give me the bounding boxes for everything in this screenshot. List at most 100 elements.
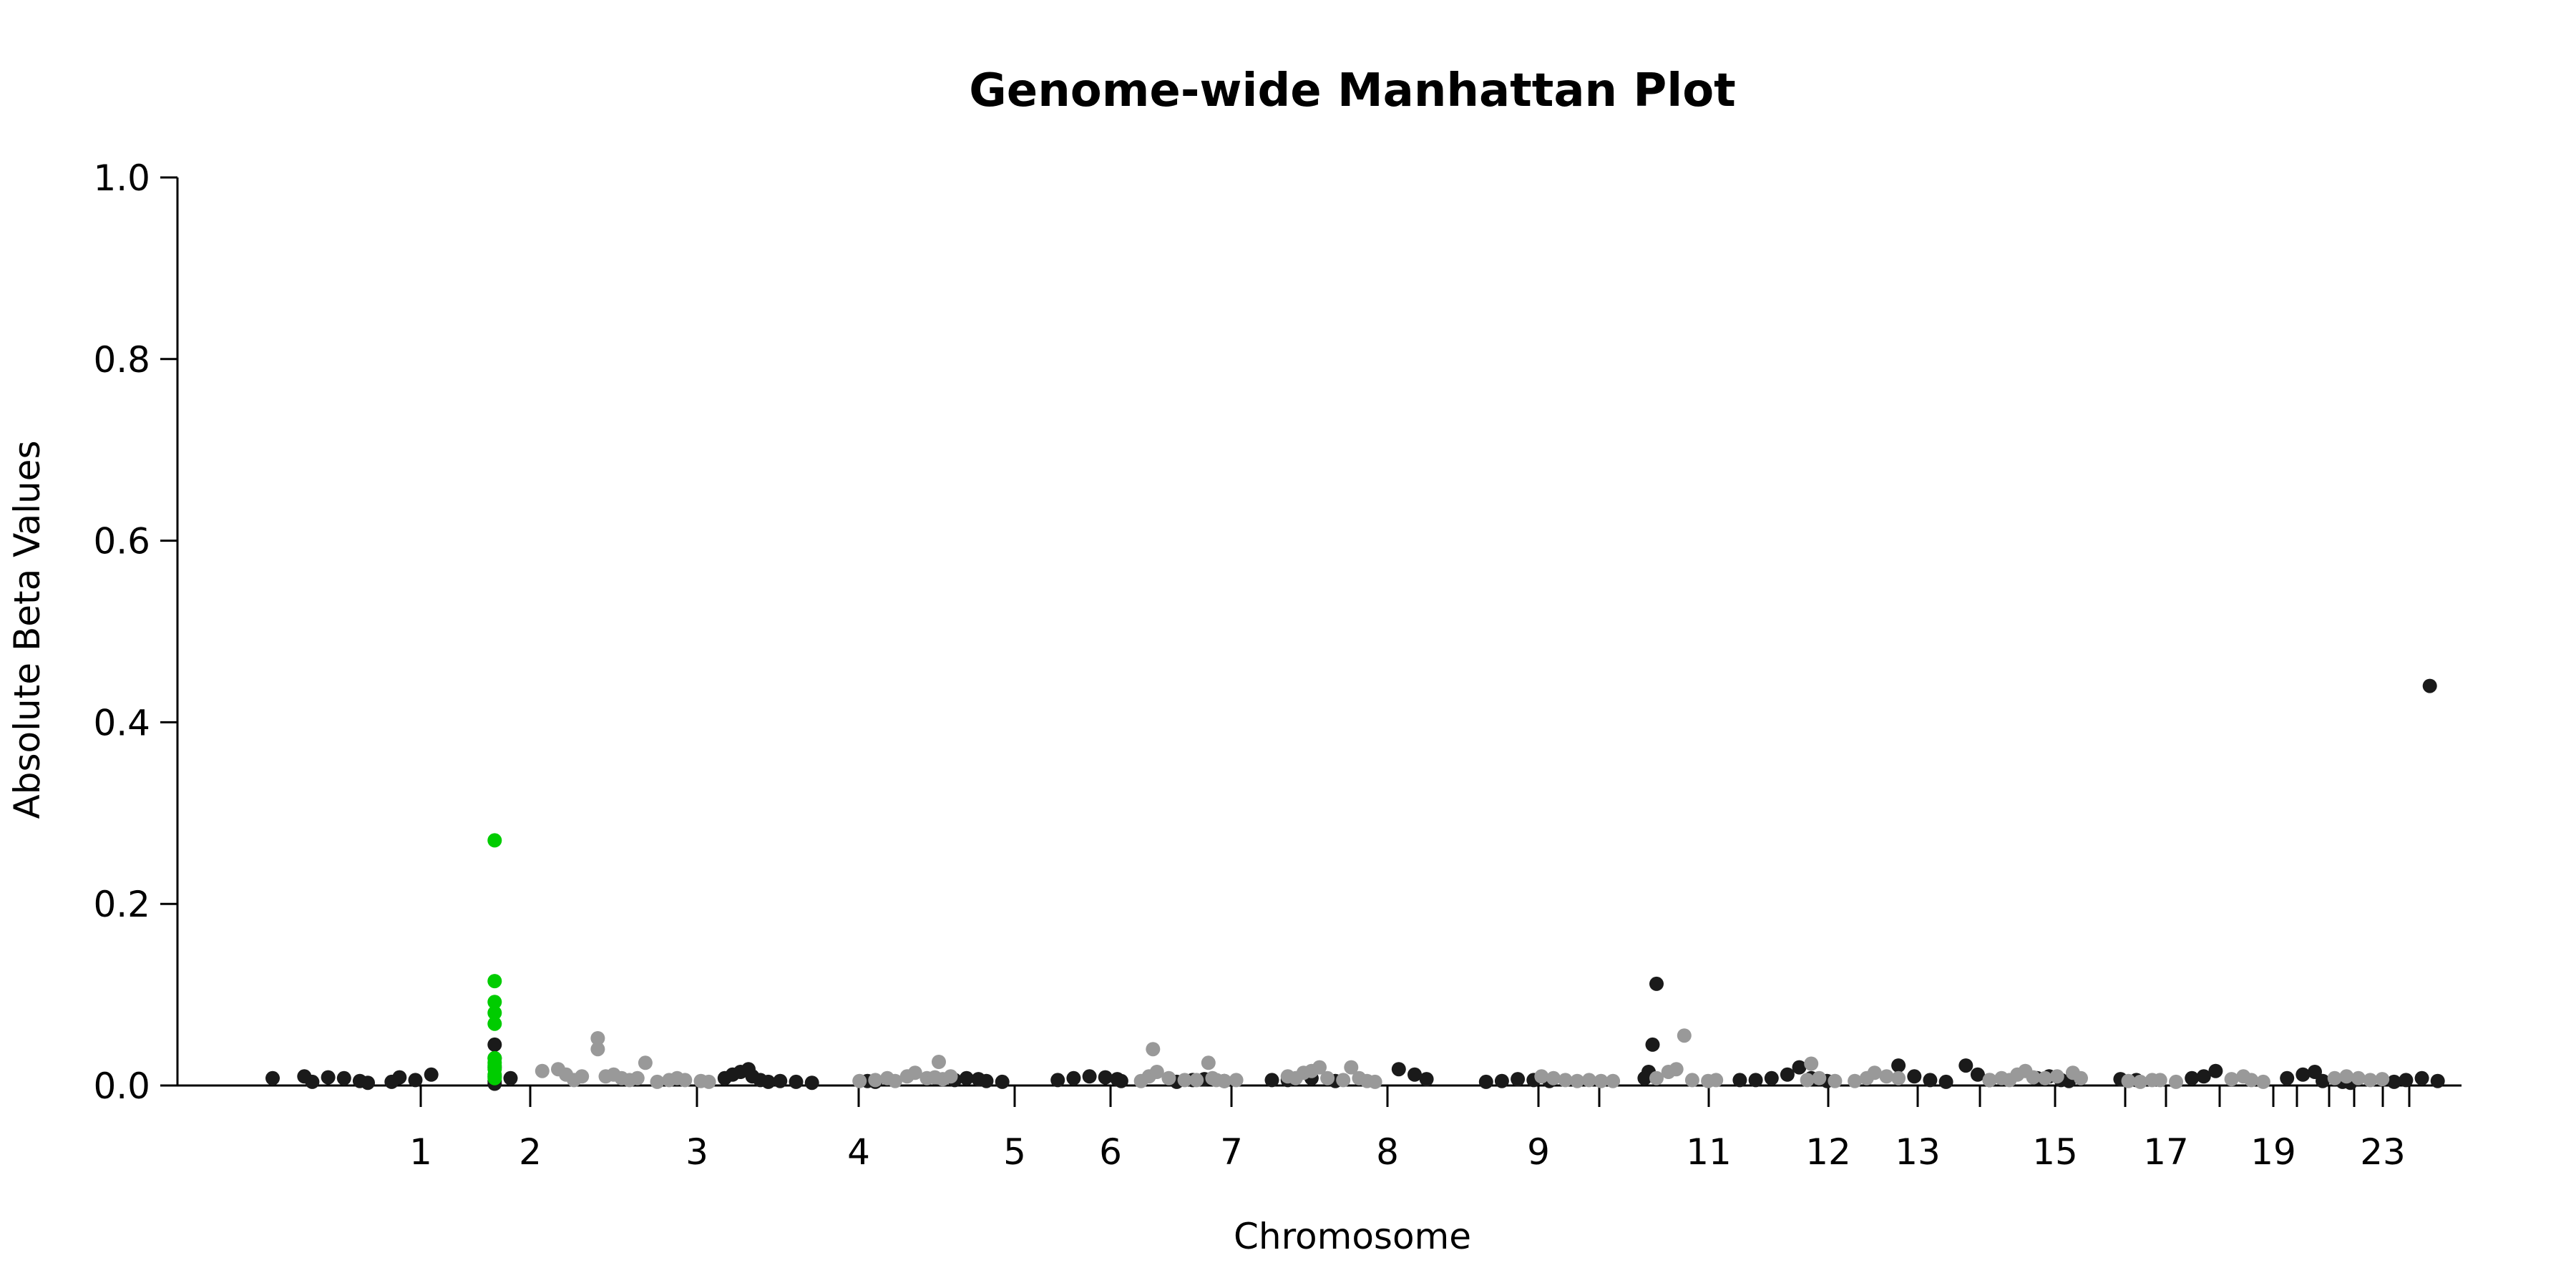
data-point bbox=[424, 1067, 439, 1082]
data-point bbox=[2296, 1067, 2311, 1082]
data-point bbox=[1312, 1060, 1327, 1075]
data-point bbox=[1800, 1073, 1815, 1088]
data-point bbox=[1066, 1070, 1081, 1085]
data-point bbox=[2414, 1070, 2429, 1085]
data-point bbox=[1669, 1062, 1684, 1077]
data-point bbox=[487, 974, 502, 989]
data-point bbox=[1594, 1073, 1609, 1088]
data-point bbox=[2224, 1072, 2239, 1087]
data-point bbox=[1391, 1062, 1406, 1077]
data-point bbox=[321, 1070, 336, 1085]
data-point bbox=[1336, 1073, 1351, 1088]
x-axis-label: Chromosome bbox=[1234, 1216, 1471, 1257]
data-point bbox=[2196, 1069, 2211, 1084]
data-point bbox=[1709, 1073, 1724, 1088]
data-point bbox=[336, 1070, 351, 1085]
y-tick-label: 0.6 bbox=[93, 521, 150, 562]
data-point bbox=[1511, 1072, 1526, 1087]
data-point bbox=[487, 1005, 502, 1020]
data-point bbox=[868, 1073, 883, 1088]
data-point bbox=[1907, 1069, 1922, 1084]
x-tick-label: 7 bbox=[1220, 1131, 1243, 1173]
data-point bbox=[773, 1073, 788, 1088]
data-point bbox=[1764, 1070, 1779, 1085]
data-point bbox=[2185, 1070, 2200, 1085]
x-tick-label: 3 bbox=[686, 1131, 708, 1173]
data-point bbox=[361, 1075, 375, 1091]
data-point bbox=[2208, 1063, 2223, 1078]
data-point bbox=[650, 1074, 665, 1089]
data-point bbox=[1891, 1058, 1906, 1073]
x-tick-label: 2 bbox=[519, 1131, 542, 1173]
data-point bbox=[305, 1074, 320, 1089]
data-point bbox=[888, 1073, 902, 1088]
data-point bbox=[1546, 1070, 1561, 1085]
data-point bbox=[2327, 1070, 2342, 1085]
x-tick-label: 4 bbox=[847, 1131, 870, 1173]
data-point bbox=[638, 1055, 653, 1070]
y-axis: 0.0 0.2 0.4 0.6 0.8 1.0 bbox=[93, 157, 179, 1107]
data-point bbox=[1812, 1070, 1827, 1085]
x-tick-label: 11 bbox=[1686, 1131, 1732, 1173]
x-tick-label: 12 bbox=[1805, 1131, 1851, 1173]
data-point bbox=[678, 1073, 693, 1088]
data-point bbox=[590, 1042, 605, 1057]
data-point bbox=[804, 1075, 819, 1091]
data-point bbox=[1344, 1060, 1359, 1075]
data-point bbox=[487, 1016, 502, 1031]
data-point bbox=[630, 1070, 645, 1085]
data-point bbox=[1848, 1073, 1863, 1088]
data-point bbox=[1732, 1073, 1747, 1088]
data-point bbox=[1149, 1065, 1164, 1079]
data-point bbox=[2316, 1073, 2330, 1088]
data-point bbox=[1649, 976, 1664, 991]
x-tick-label: 15 bbox=[2032, 1131, 2078, 1173]
x-tick-label: 13 bbox=[1895, 1131, 1941, 1173]
data-point bbox=[1748, 1073, 1763, 1088]
data-point bbox=[1229, 1073, 1244, 1088]
x-tick-label: 8 bbox=[1376, 1131, 1399, 1173]
x-axis: 1 2 3 4 5 6 7 8 9 11 12 13 15 17 19 23 bbox=[177, 1084, 2462, 1173]
data-point bbox=[701, 1074, 716, 1089]
data-point bbox=[1570, 1073, 1585, 1088]
y-tick-label: 0.2 bbox=[93, 884, 150, 925]
y-tick-label: 0.0 bbox=[93, 1065, 150, 1107]
data-point bbox=[1684, 1073, 1699, 1088]
y-axis-label: Absolute Beta Values bbox=[6, 441, 48, 819]
data-point bbox=[1828, 1073, 1843, 1088]
data-point bbox=[1534, 1069, 1549, 1084]
data-point bbox=[1320, 1070, 1335, 1085]
data-point bbox=[789, 1074, 804, 1089]
data-point bbox=[1082, 1069, 1097, 1084]
data-point bbox=[1606, 1073, 1621, 1088]
data-point bbox=[1367, 1074, 1382, 1089]
data-point bbox=[943, 1069, 958, 1084]
data-point bbox=[2339, 1069, 2354, 1084]
data-point bbox=[761, 1074, 776, 1089]
data-point bbox=[1161, 1070, 1176, 1085]
data-point bbox=[2375, 1072, 2390, 1087]
data-point bbox=[2038, 1070, 2053, 1085]
data-point bbox=[2280, 1070, 2295, 1085]
data-point bbox=[487, 995, 502, 1010]
data-point bbox=[907, 1065, 922, 1080]
data-point bbox=[392, 1070, 407, 1085]
data-point bbox=[2121, 1073, 2136, 1088]
data-point bbox=[932, 1055, 946, 1069]
y-tick-label: 0.8 bbox=[93, 339, 150, 381]
data-point bbox=[1558, 1073, 1573, 1088]
data-point bbox=[1264, 1073, 1279, 1088]
data-point bbox=[2049, 1069, 2064, 1084]
data-point bbox=[1891, 1070, 1906, 1085]
data-point bbox=[2430, 1073, 2445, 1088]
data-point bbox=[2133, 1074, 2148, 1089]
x-tick-label: 23 bbox=[2360, 1131, 2406, 1173]
data-point bbox=[1923, 1073, 1938, 1088]
data-point bbox=[1146, 1042, 1161, 1057]
data-point bbox=[1982, 1073, 1997, 1088]
data-point bbox=[1677, 1028, 1692, 1043]
data-point bbox=[2363, 1073, 2378, 1088]
data-point bbox=[1478, 1074, 1493, 1089]
data-point bbox=[2255, 1074, 2270, 1089]
